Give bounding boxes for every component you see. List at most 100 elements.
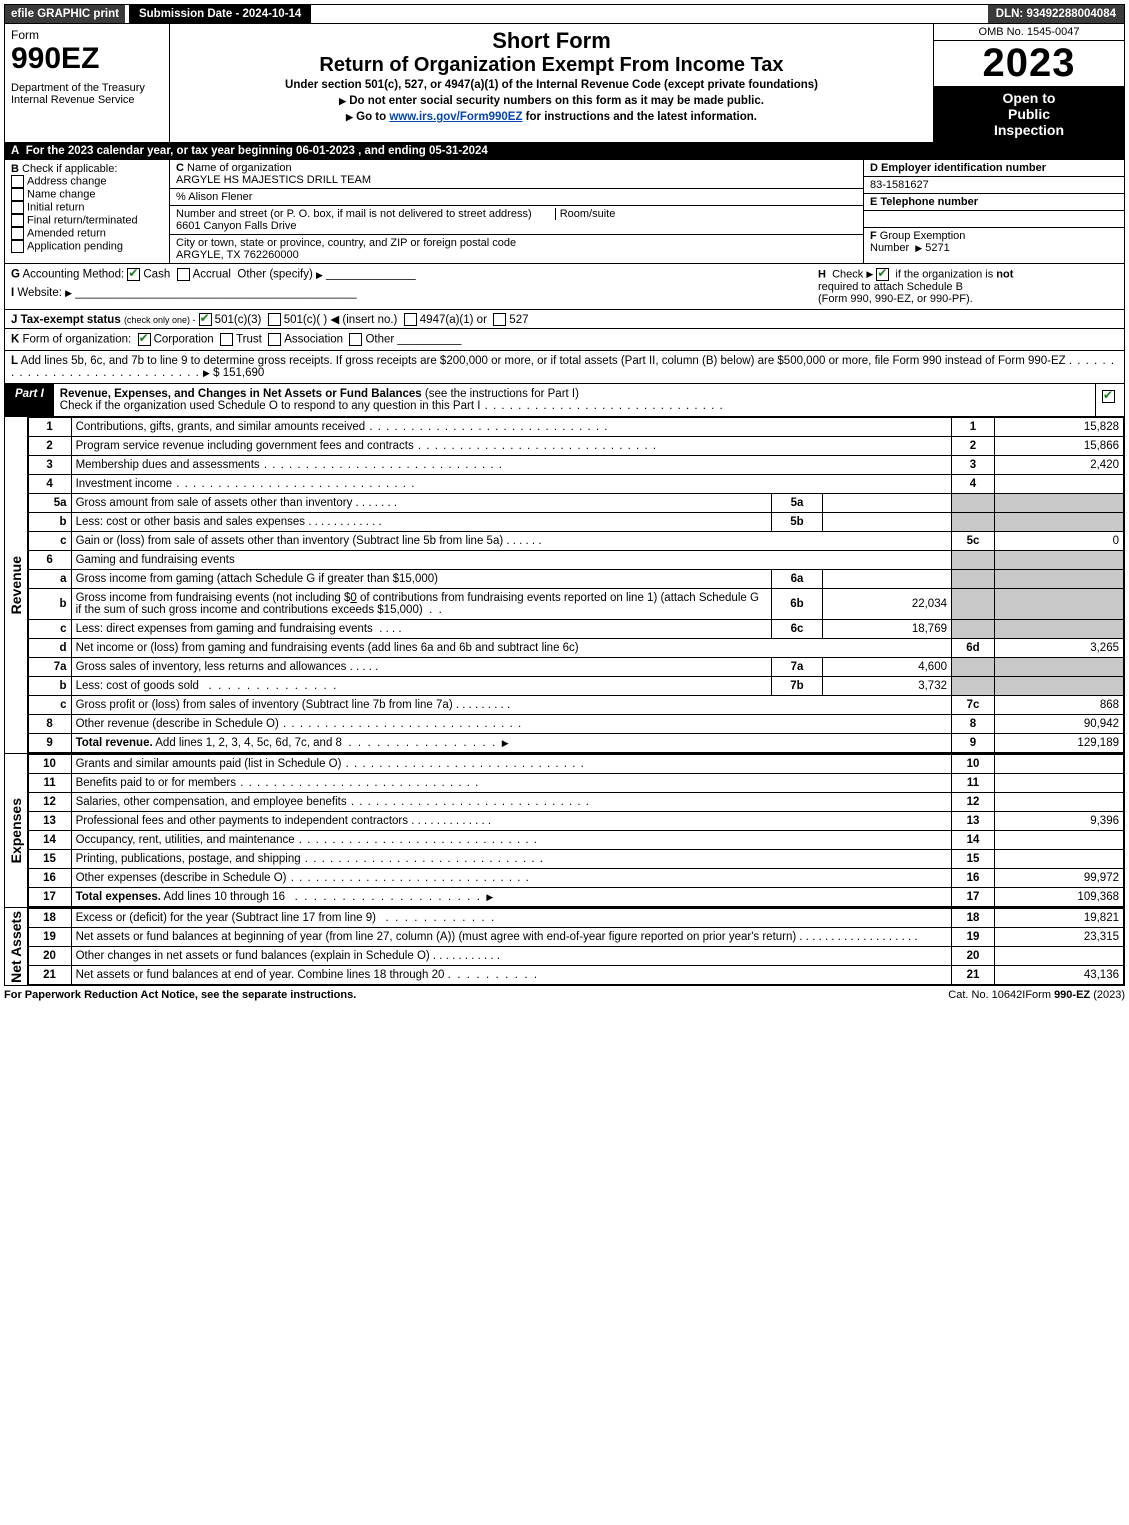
line6c-value: 18,769 xyxy=(823,620,952,639)
netassets-table: 18Excess or (deficit) for the year (Subt… xyxy=(28,908,1124,985)
gross-receipts-value: $ 151,690 xyxy=(213,367,264,379)
irs-label: Internal Revenue Service xyxy=(11,94,163,106)
city-state-zip: ARGYLE, TX 762260000 xyxy=(176,249,299,261)
line21-value: 43,136 xyxy=(995,966,1124,985)
title-short-form: Short Form xyxy=(176,28,927,54)
checkbox-4947[interactable] xyxy=(404,313,417,326)
line-h-schedule-b: H Check if the organization is not requi… xyxy=(818,268,1118,305)
checkbox-initial-return[interactable] xyxy=(11,201,24,214)
section-c: C Name of organization ARGYLE HS MAJESTI… xyxy=(170,160,864,263)
checkbox-final-return[interactable] xyxy=(11,214,24,227)
line7c-value: 868 xyxy=(995,696,1124,715)
checkbox-assoc[interactable] xyxy=(268,333,281,346)
expenses-table: 10Grants and similar amounts paid (list … xyxy=(28,754,1124,907)
org-name: ARGYLE HS MAJESTICS DRILL TEAM xyxy=(176,174,371,186)
catalog-number: Cat. No. 10642I xyxy=(948,989,1025,1001)
submission-date: Submission Date - 2024-10-14 xyxy=(129,5,311,23)
f-group-exemption: F Group Exemption Number 5271 xyxy=(864,228,1124,256)
checkbox-527[interactable] xyxy=(493,313,506,326)
open-public-box: Open to Public Inspection xyxy=(934,86,1124,142)
dln: DLN: 93492288004084 xyxy=(988,5,1124,23)
line6d-value: 3,265 xyxy=(995,639,1124,658)
omb-number: OMB No. 1545-0047 xyxy=(934,24,1124,41)
line1-value: 15,828 xyxy=(995,418,1124,437)
checkbox-other-org[interactable] xyxy=(349,333,362,346)
line7b-value: 3,732 xyxy=(823,677,952,696)
d-label: D Employer identification number xyxy=(864,160,1124,177)
part1-header: Part I Revenue, Expenses, and Changes in… xyxy=(5,384,1124,417)
revenue-side-label: Revenue xyxy=(8,554,24,616)
checkbox-name-change[interactable] xyxy=(11,188,24,201)
public: Public xyxy=(936,106,1122,122)
efile-print-label[interactable]: efile GRAPHIC print xyxy=(5,5,125,23)
goto-post: for instructions and the latest informat… xyxy=(522,111,757,123)
line19-value: 23,315 xyxy=(995,928,1124,947)
arrow-icon xyxy=(339,95,346,107)
line16-value: 99,972 xyxy=(995,869,1124,888)
section-b: B Check if applicable: Address change Na… xyxy=(5,160,170,263)
paperwork-notice: For Paperwork Reduction Act Notice, see … xyxy=(4,989,948,1001)
part1-tag: Part I xyxy=(5,384,54,416)
tax-year: 2023 xyxy=(934,41,1124,86)
line3-value: 2,420 xyxy=(995,456,1124,475)
line-j-tax-exempt: J Tax-exempt status (check only one) - 5… xyxy=(5,310,1124,329)
line-k-form-org: K Form of organization: Corporation Trus… xyxy=(5,329,1124,351)
group-exemption-num: 5271 xyxy=(925,242,949,254)
checkbox-app-pending[interactable] xyxy=(11,240,24,253)
checkbox-trust[interactable] xyxy=(220,333,233,346)
form-id-footer: Form 990-EZ (2023) xyxy=(1025,989,1125,1001)
irs-link[interactable]: www.irs.gov/Form990EZ xyxy=(389,111,522,123)
checkbox-corp[interactable] xyxy=(138,333,151,346)
line5c-value: 0 xyxy=(995,532,1124,551)
form-number: 990EZ xyxy=(11,42,163,76)
line-g-accounting: G Accounting Method: Cash Accrual Other … xyxy=(11,268,818,305)
ein-value: 83-1581627 xyxy=(864,177,1124,194)
title-return-exempt: Return of Organization Exempt From Incom… xyxy=(176,54,927,77)
street-address: 6601 Canyon Falls Drive xyxy=(176,220,296,232)
website-label: Website: xyxy=(17,287,62,299)
inspection: Inspection xyxy=(936,122,1122,138)
line2-value: 15,866 xyxy=(995,437,1124,456)
goto-pre: Go to xyxy=(356,111,389,123)
line-a-period: A For the 2023 calendar year, or tax yea… xyxy=(5,142,1124,160)
open-to: Open to xyxy=(936,90,1122,106)
e-label: E Telephone number xyxy=(864,194,1124,211)
form-frame: Form 990EZ Department of the Treasury In… xyxy=(4,24,1125,986)
arrow-icon xyxy=(346,111,353,123)
line13-value: 9,396 xyxy=(995,812,1124,831)
checkbox-schedule-o[interactable] xyxy=(1102,390,1115,403)
line8-value: 90,942 xyxy=(995,715,1124,734)
checkbox-cash[interactable] xyxy=(127,268,140,281)
b-header: Check if applicable: xyxy=(22,163,117,175)
arrow-icon xyxy=(316,269,323,281)
dept-treasury: Department of the Treasury xyxy=(11,82,163,94)
room-suite-label: Room/suite xyxy=(555,208,616,220)
checkbox-address-change[interactable] xyxy=(11,175,24,188)
line-l-gross-receipts: L Add lines 5b, 6c, and 7b to line 9 to … xyxy=(5,351,1124,384)
checkbox-501c[interactable] xyxy=(268,313,281,326)
top-bar: efile GRAPHIC print Submission Date - 20… xyxy=(4,4,1125,24)
care-of: % Alison Flener xyxy=(170,189,863,206)
subtitle-section: Under section 501(c), 527, or 4947(a)(1)… xyxy=(176,79,927,91)
c-name-label: Name of organization xyxy=(187,162,292,174)
netassets-side-label: Net Assets xyxy=(8,909,24,985)
line17-value: 109,368 xyxy=(995,888,1124,907)
ssn-warning: Do not enter social security numbers on … xyxy=(349,95,764,107)
line6b-value: 22,034 xyxy=(823,589,952,620)
footer: For Paperwork Reduction Act Notice, see … xyxy=(4,986,1125,1001)
arrow-icon xyxy=(915,242,922,254)
checkbox-amended[interactable] xyxy=(11,227,24,240)
revenue-table: 1Contributions, gifts, grants, and simil… xyxy=(28,417,1124,753)
city-row: City or town, state or province, country… xyxy=(170,235,863,263)
form-word: Form xyxy=(11,28,163,42)
expenses-side-label: Expenses xyxy=(8,796,24,865)
phone-value xyxy=(864,211,1124,228)
line18-value: 19,821 xyxy=(995,909,1124,928)
line7a-value: 4,600 xyxy=(823,658,952,677)
checkbox-sched-b[interactable] xyxy=(876,268,889,281)
checkbox-501c3[interactable] xyxy=(199,313,212,326)
line9-value: 129,189 xyxy=(995,734,1124,753)
checkbox-accrual[interactable] xyxy=(177,268,190,281)
line4-value xyxy=(995,475,1124,494)
address-row: Number and street (or P. O. box, if mail… xyxy=(170,206,863,235)
